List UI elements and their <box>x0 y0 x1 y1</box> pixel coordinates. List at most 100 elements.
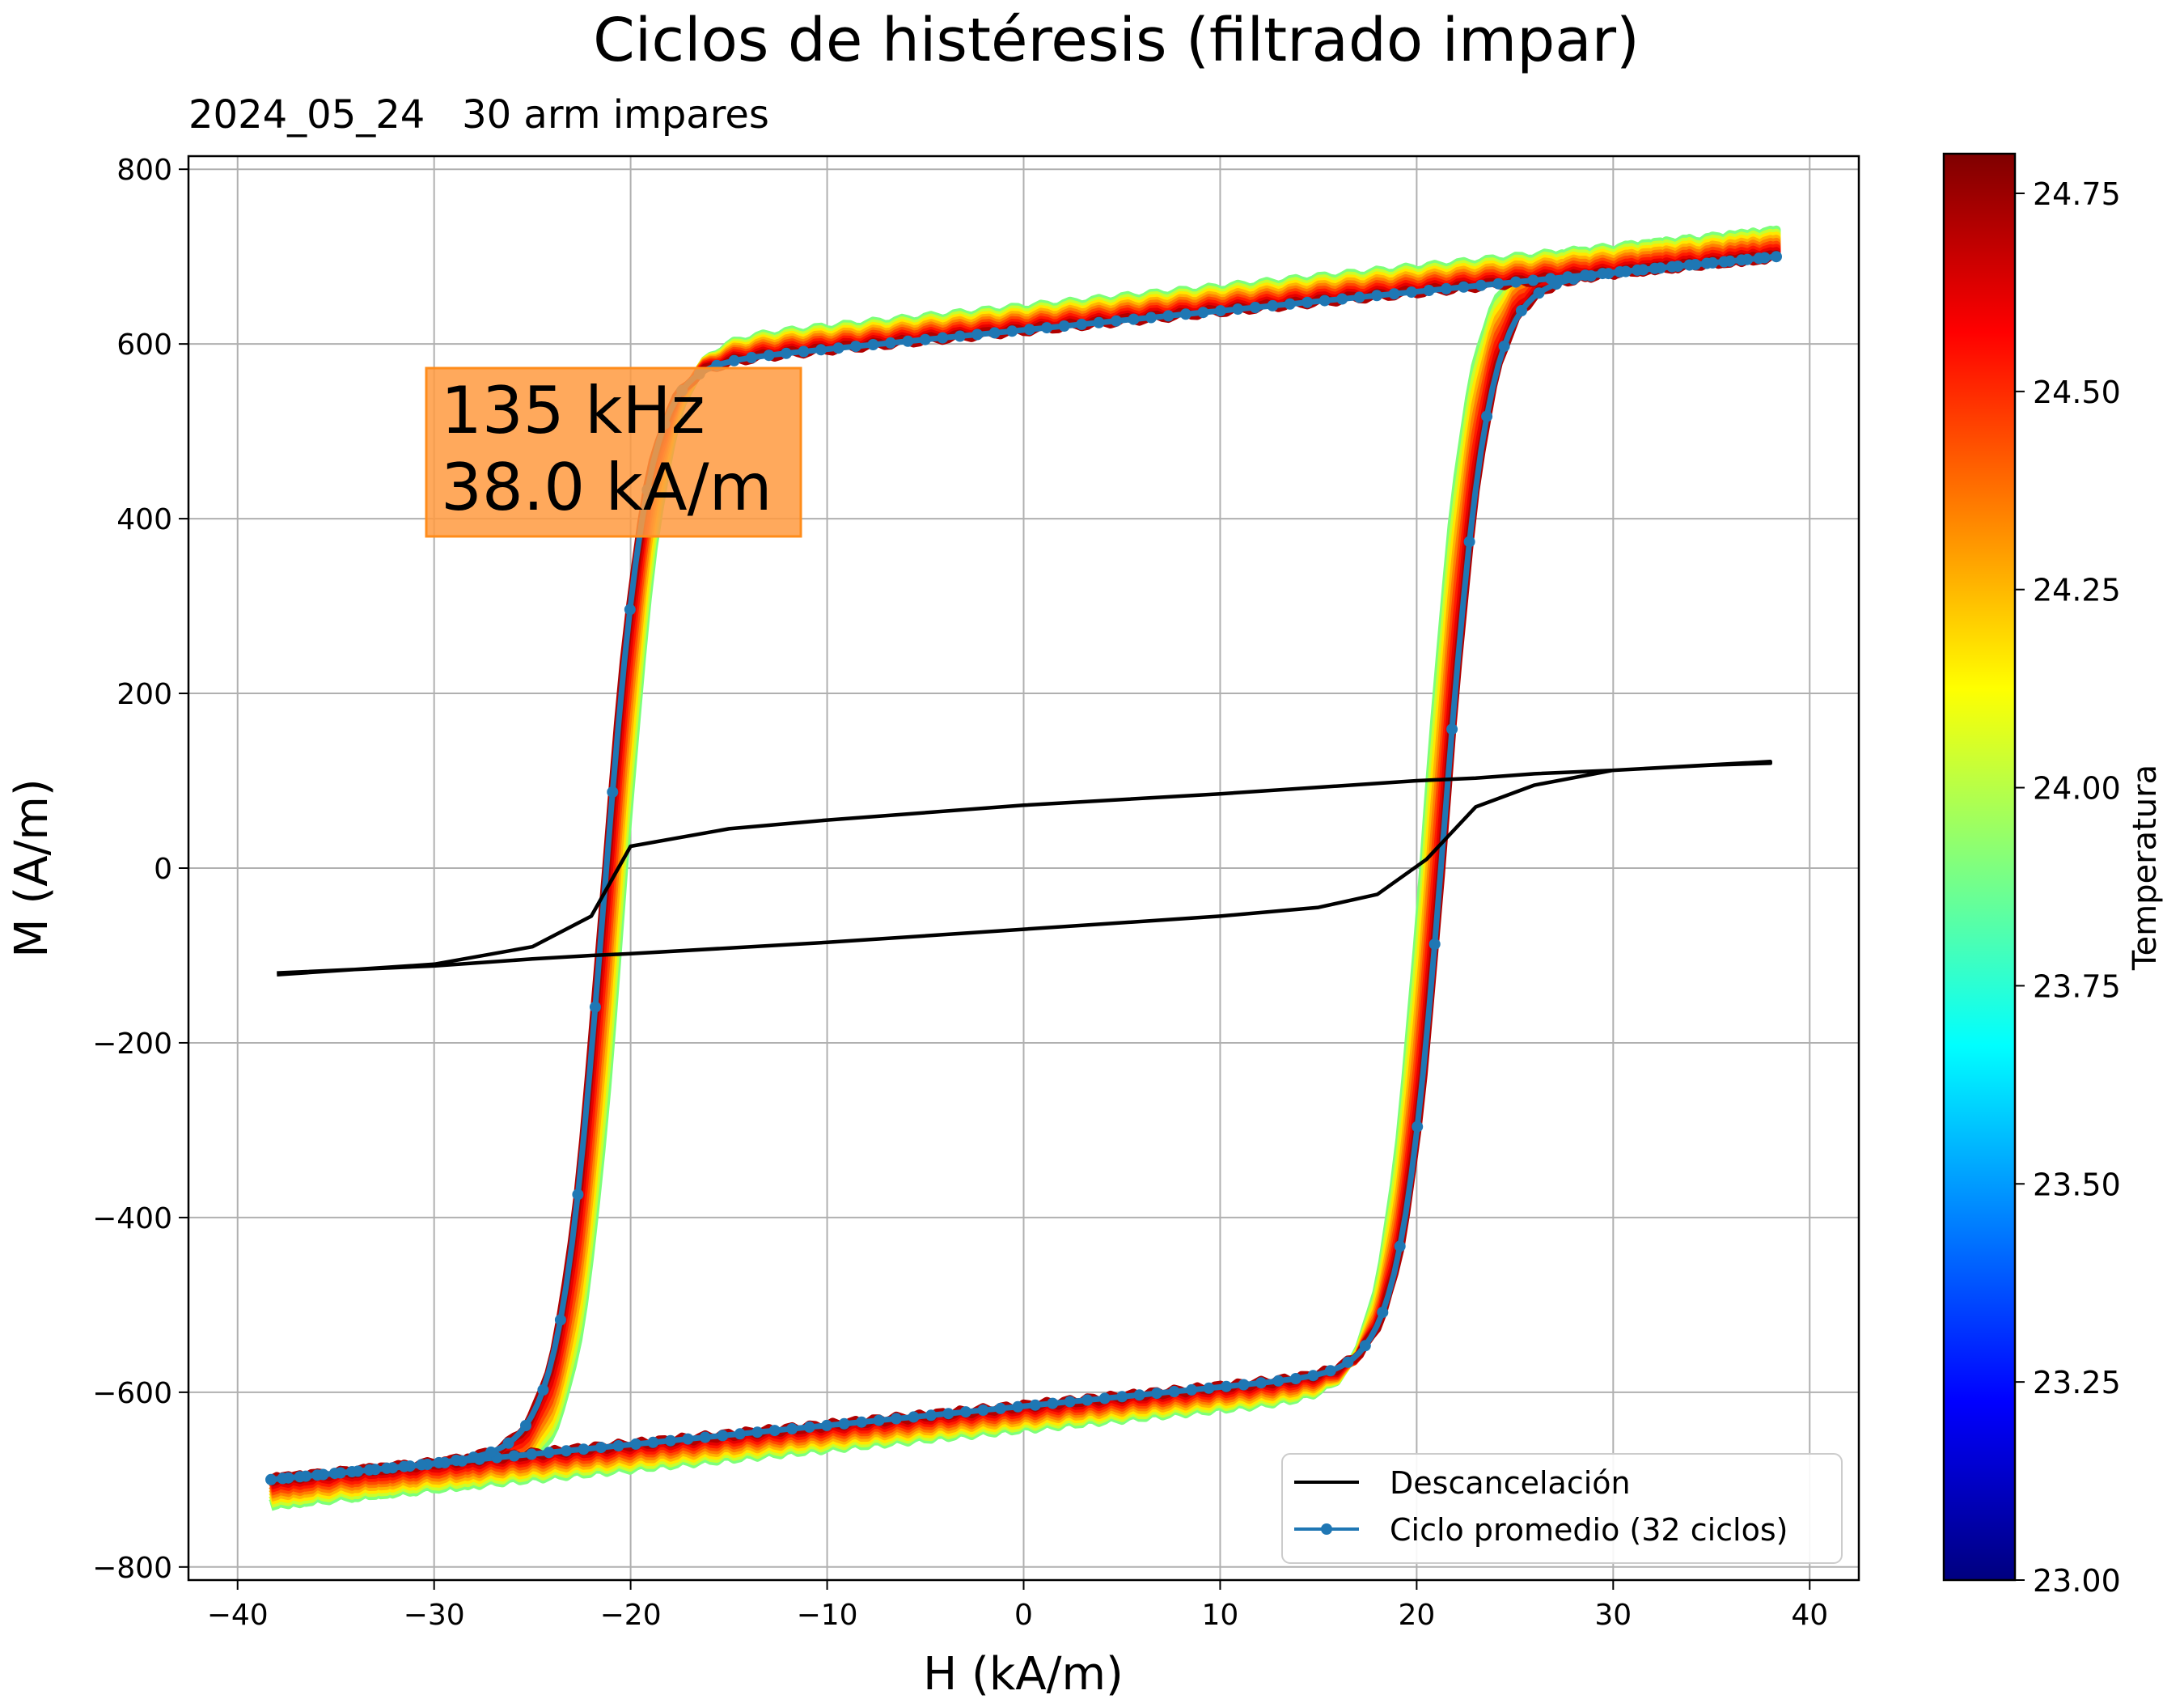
average-cycle-point <box>746 352 758 363</box>
average-cycle-point <box>798 345 810 358</box>
legend-label-ciclo-promedio: Ciclo promedio (32 ciclos) <box>1390 1512 1788 1548</box>
average-cycle-point <box>1394 1240 1406 1252</box>
average-cycle-point <box>1214 305 1226 317</box>
average-cycle-point <box>1441 282 1452 294</box>
average-cycle-point <box>1342 1356 1354 1368</box>
average-cycle-point <box>1162 310 1175 322</box>
average-cycle-point <box>589 1001 601 1013</box>
average-cycle-point <box>959 1406 971 1418</box>
average-cycle-point <box>433 1456 445 1468</box>
chart-subtitle: 2024_05_24 30 arm impares <box>188 92 769 138</box>
average-cycle-point <box>1683 259 1695 271</box>
average-cycle-point <box>612 1440 624 1451</box>
average-cycle-point <box>838 1417 850 1430</box>
x-axis-label: H (kA/m) <box>923 1648 1124 1699</box>
average-cycle-point <box>1562 271 1574 283</box>
average-cycle-point <box>1289 1373 1302 1384</box>
average-cycle-point <box>607 786 619 798</box>
average-cycle-point <box>468 1451 480 1464</box>
colorbar-label: Temperatura <box>2127 765 2164 971</box>
x-tick-label: −20 <box>600 1599 662 1632</box>
legend: Descancelación Ciclo promedio (32 ciclos… <box>1281 1453 1843 1564</box>
colorbar-ticks: 23.00 23.25 23.50 23.75 24.00 24.25 24.50 24.75 <box>2015 176 2121 1599</box>
average-cycle-point <box>786 1423 798 1434</box>
average-cycle-point <box>451 1455 463 1466</box>
average-cycle-point <box>1047 1397 1059 1409</box>
average-cycle-point <box>664 1434 676 1447</box>
average-cycle-point <box>1029 1399 1041 1411</box>
average-cycle-point <box>1701 257 1713 269</box>
average-cycle-point <box>1377 1307 1389 1319</box>
average-cycle-point <box>1533 287 1545 299</box>
x-tick-label: −40 <box>207 1599 269 1632</box>
average-cycle-point <box>925 1409 937 1421</box>
average-cycle-point <box>520 1420 531 1431</box>
average-cycle-point <box>1232 303 1244 316</box>
average-cycle-point <box>1012 1400 1024 1413</box>
average-cycle-point <box>1133 1389 1145 1401</box>
average-cycle-point <box>1221 1380 1232 1392</box>
average-cycle-point <box>977 1405 989 1416</box>
annotation-frequency: 135 kHz <box>441 373 705 448</box>
average-cycle-point <box>1458 281 1470 293</box>
average-cycle-point <box>682 1433 694 1445</box>
average-cycle-point <box>1041 322 1053 334</box>
annotation-field: 38.0 kA/m <box>441 450 772 525</box>
average-cycle-point <box>1076 318 1088 330</box>
y-tick-label: 400 <box>116 503 172 536</box>
average-cycle-point <box>908 1411 920 1423</box>
average-cycle-point <box>416 1459 428 1471</box>
average-cycle-point <box>988 327 1001 339</box>
average-cycle-point <box>363 1464 375 1476</box>
average-cycle-point <box>1151 1388 1163 1400</box>
average-cycle-point <box>1649 262 1661 274</box>
average-cycle-point <box>717 1430 729 1442</box>
average-cycle-point <box>891 1413 902 1425</box>
legend-frame <box>1281 1453 1843 1564</box>
average-cycle-point <box>572 1188 584 1201</box>
colorbar-tick-label: 24.75 <box>2033 176 2121 212</box>
x-tick-label: 30 <box>1594 1599 1632 1632</box>
average-cycle-point <box>1203 1382 1215 1394</box>
average-cycle-point <box>1081 1394 1094 1406</box>
average-cycle-point <box>1412 1121 1424 1133</box>
y-tick-label: −600 <box>92 1377 172 1410</box>
average-cycle-point <box>1197 307 1209 319</box>
average-cycle-point <box>485 1446 497 1458</box>
legend-marker-ciclo-promedio <box>1321 1523 1332 1535</box>
average-cycle-point <box>508 1450 520 1462</box>
average-cycle-point <box>902 335 914 347</box>
average-cycle-point <box>954 330 966 342</box>
average-cycle-point <box>381 1462 393 1474</box>
average-cycle-point <box>971 328 984 341</box>
average-cycle-point <box>1718 256 1730 268</box>
descancelacion-line <box>277 760 1772 977</box>
average-cycle-point <box>994 1402 1006 1414</box>
average-cycle-point <box>265 1473 277 1485</box>
average-cycle-point <box>277 1472 289 1485</box>
average-cycle-point <box>526 1448 538 1460</box>
average-cycle-point <box>1388 288 1400 300</box>
average-cycle-point <box>1666 261 1678 273</box>
average-cycle-point <box>1771 251 1782 263</box>
average-cycle-point <box>294 1471 306 1483</box>
y-tick-label: −400 <box>92 1202 172 1235</box>
average-cycle-point <box>832 342 844 354</box>
average-cycle-point <box>1406 286 1417 299</box>
average-cycle-point <box>873 1414 885 1426</box>
average-cycle-point <box>1318 294 1331 307</box>
chart-title: Ciclos de histéresis (filtrado impar) <box>593 6 1640 75</box>
y-tick-label: 800 <box>116 154 172 187</box>
average-cycle-point <box>1359 1340 1371 1352</box>
average-cycle-point <box>1116 1391 1128 1403</box>
average-cycle-point <box>699 1431 711 1443</box>
x-tick-label: 20 <box>1398 1599 1435 1632</box>
average-cycle-point <box>1098 1392 1111 1405</box>
average-cycle-point <box>1446 723 1458 735</box>
average-cycle-point <box>554 1314 566 1326</box>
average-cycle-point <box>1544 273 1556 285</box>
average-cycle-point <box>1128 313 1140 325</box>
average-cycle-point <box>734 1428 746 1440</box>
average-cycle-point <box>630 1438 641 1450</box>
average-cycle-point <box>398 1460 410 1472</box>
